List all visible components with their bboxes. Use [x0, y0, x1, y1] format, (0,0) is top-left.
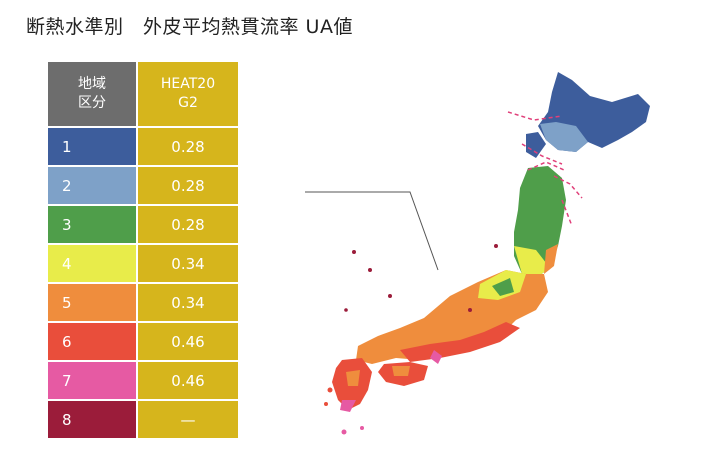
- kyushu-region5-shape: [346, 370, 360, 386]
- value-cell: 0.34: [136, 282, 240, 323]
- region-cell: 1: [46, 126, 138, 167]
- island-shape: [388, 294, 392, 298]
- japan-map-svg: [305, 72, 650, 435]
- table-row: 7 0.46: [46, 360, 240, 401]
- tohoku-region5-shape: [544, 244, 558, 274]
- value-cell: 0.46: [136, 321, 240, 362]
- value-cell: 0.28: [136, 126, 240, 167]
- table-row: 4 0.34: [46, 243, 240, 284]
- header-region: 地域 区分: [46, 60, 138, 128]
- table-row: 5 0.34: [46, 282, 240, 323]
- region-boundary-line: [561, 199, 573, 227]
- region-cell: 5: [46, 282, 138, 323]
- island-shape: [494, 244, 498, 248]
- table-row: 1 0.28: [46, 126, 240, 167]
- kyushu-south-region7-shape: [340, 400, 356, 412]
- island-shape: [324, 402, 328, 406]
- island-shape: [352, 250, 356, 254]
- region-cell: 7: [46, 360, 138, 401]
- page-title: 断熱水準別 外皮平均熱貫流率 UA値: [26, 16, 353, 38]
- honshu-region3-shape: [492, 278, 514, 296]
- hokkaido-region2-shape: [540, 122, 588, 152]
- header-heat20-g2: HEAT20 G2: [136, 60, 240, 128]
- region-boundary-line: [553, 175, 583, 199]
- region-boundary-line: [507, 111, 563, 121]
- island-shape: [327, 387, 333, 393]
- table-row: 8 —: [46, 399, 240, 440]
- leader-line: [305, 191, 439, 271]
- table-row: 2 0.28: [46, 165, 240, 206]
- region-cell: 2: [46, 165, 138, 206]
- island-shape: [368, 268, 372, 272]
- tohoku-region4-shape: [514, 246, 550, 278]
- region-cell: 6: [46, 321, 138, 362]
- honshu-coast-region6-shape: [400, 322, 520, 362]
- value-cell: 0.28: [136, 165, 240, 206]
- region-cell: 8: [46, 399, 138, 440]
- island-shape: [468, 308, 472, 312]
- island-shape: [344, 308, 348, 312]
- value-cell: —: [136, 399, 240, 440]
- value-cell: 0.28: [136, 204, 240, 245]
- shikoku-region5-shape: [392, 366, 410, 376]
- table-header-row: 地域 区分 HEAT20 G2: [46, 60, 240, 128]
- header-region-line2: 区分: [78, 95, 106, 111]
- value-cell: 0.46: [136, 360, 240, 401]
- hokkaido-south-tip-shape: [526, 132, 546, 158]
- ua-value-table: 地域 区分 HEAT20 G2 1 0.28 2 0.28 3 0.28 4 0…: [46, 60, 240, 440]
- header-g2-line1: HEAT20: [160, 76, 216, 92]
- island-shape: [341, 429, 347, 435]
- region-boundary-line: [521, 143, 563, 165]
- header-region-line1: 地域: [78, 76, 106, 92]
- table-row: 3 0.28: [46, 204, 240, 245]
- honshu-coast-region7-shape: [430, 350, 442, 364]
- value-cell: 0.34: [136, 243, 240, 284]
- header-g2-line2: G2: [178, 95, 198, 111]
- japan-region-map: [300, 60, 700, 460]
- region-cell: 3: [46, 204, 138, 245]
- island-shape: [360, 426, 364, 430]
- table-row: 6 0.46: [46, 321, 240, 362]
- region-cell: 4: [46, 243, 138, 284]
